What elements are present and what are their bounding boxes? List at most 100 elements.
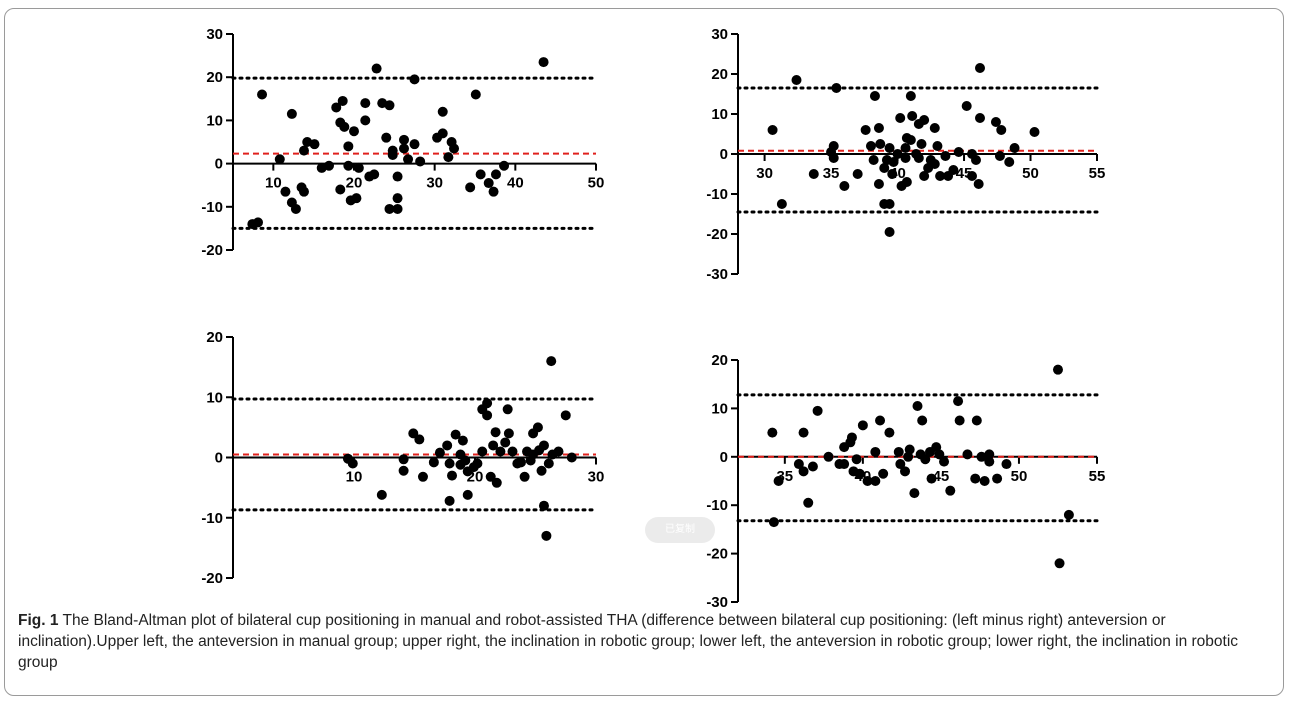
y-tick-label: 0 <box>215 450 223 467</box>
data-point <box>323 160 334 171</box>
data-point <box>409 139 420 150</box>
data-point <box>360 115 371 126</box>
data-point <box>399 143 410 154</box>
data-point <box>444 458 455 469</box>
data-point <box>477 446 488 457</box>
data-point <box>376 489 387 500</box>
data-point <box>970 473 981 484</box>
data-point <box>546 356 557 367</box>
data-point <box>408 428 419 439</box>
data-point <box>274 154 285 165</box>
data-point <box>994 151 1005 161</box>
data-point <box>912 400 923 411</box>
data-point <box>343 141 354 152</box>
data-point <box>488 186 499 197</box>
data-point <box>929 159 940 169</box>
data-point <box>953 396 964 407</box>
data-point <box>290 203 301 214</box>
panel-lower-right-inclination-robotic: -30-20-10010203540455055 <box>706 352 1105 610</box>
data-point <box>399 134 410 145</box>
data-point <box>566 452 577 463</box>
figure-label: Fig. 1 <box>18 612 59 629</box>
data-point <box>384 100 395 111</box>
data-point <box>532 422 543 433</box>
data-point <box>917 415 928 426</box>
data-point <box>973 179 984 189</box>
data-point <box>812 405 823 416</box>
data-point <box>900 153 911 163</box>
data-point <box>475 169 486 180</box>
data-point <box>482 398 493 409</box>
data-point <box>507 446 518 457</box>
data-point <box>807 461 818 472</box>
data-point <box>857 420 868 431</box>
data-point <box>971 415 982 426</box>
data-point <box>483 178 494 189</box>
data-point <box>974 63 985 73</box>
data-point <box>873 123 884 133</box>
y-tick-label: -30 <box>706 594 728 610</box>
data-point <box>919 115 930 125</box>
x-tick-label: 20 <box>346 175 363 192</box>
data-point <box>538 500 549 511</box>
data-point <box>860 125 871 135</box>
x-tick-label: 55 <box>1089 165 1106 182</box>
data-point <box>888 157 899 167</box>
data-point <box>472 458 483 469</box>
y-tick-label: -10 <box>706 497 728 514</box>
data-point <box>543 458 554 469</box>
x-tick-label: 30 <box>756 165 773 182</box>
data-point <box>875 139 886 149</box>
data-point <box>869 91 880 101</box>
data-point <box>482 410 493 421</box>
data-point <box>803 497 814 508</box>
data-point <box>253 217 264 228</box>
data-point <box>500 437 511 448</box>
x-tick-label: 30 <box>426 175 443 192</box>
y-tick-label: 10 <box>206 112 223 129</box>
data-point <box>470 89 481 100</box>
data-point <box>384 203 395 214</box>
data-point <box>992 473 1003 484</box>
data-point <box>398 465 409 476</box>
y-tick-label: 10 <box>206 389 223 406</box>
data-point <box>976 451 987 462</box>
data-point <box>901 177 912 187</box>
data-point <box>895 459 906 470</box>
data-point <box>905 135 916 145</box>
data-point <box>878 468 889 479</box>
data-point <box>767 427 778 438</box>
data-point <box>1054 558 1065 569</box>
data-point <box>428 457 439 468</box>
data-point <box>485 471 496 482</box>
data-point <box>798 427 809 438</box>
data-point <box>875 415 886 426</box>
data-point <box>415 156 426 167</box>
data-point <box>286 108 297 119</box>
data-point <box>409 74 420 85</box>
data-point <box>347 458 358 469</box>
data-point <box>929 123 940 133</box>
plots-canvas: -20 -10 0 10 20 30 10 20 30 40 50 -30 -20 -10 0 10 20 30… <box>201 26 1105 610</box>
data-point <box>996 125 1007 135</box>
data-point <box>495 446 506 457</box>
data-point <box>457 435 468 446</box>
data-point <box>900 143 911 153</box>
data-point <box>536 465 547 476</box>
data-point <box>793 459 804 470</box>
x-tick-label: 10 <box>346 469 363 486</box>
data-point <box>870 446 881 457</box>
data-point <box>387 149 398 160</box>
data-point <box>381 132 392 143</box>
data-point <box>984 456 995 467</box>
data-point <box>954 415 965 426</box>
data-point <box>1052 364 1063 375</box>
data-point <box>538 57 549 68</box>
copied-toast: 已复制 <box>645 517 715 543</box>
x-tick-label: 30 <box>588 469 605 486</box>
data-point <box>935 171 946 181</box>
x-tick-label: 50 <box>588 175 605 192</box>
data-point <box>904 444 915 455</box>
